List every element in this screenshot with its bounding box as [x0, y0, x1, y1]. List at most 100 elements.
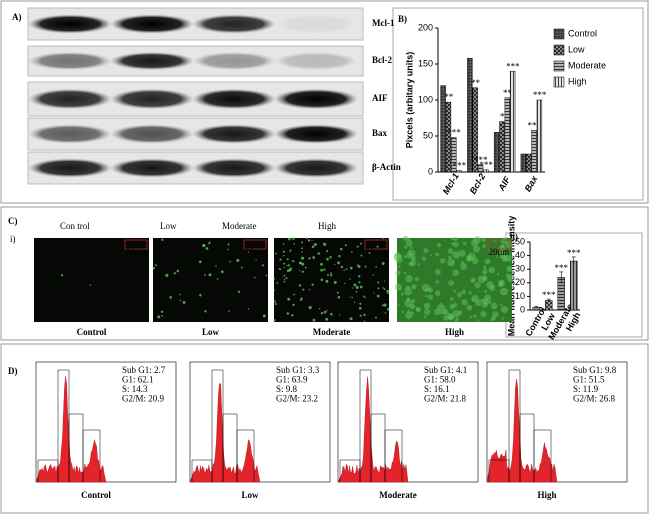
- cell-signal: [320, 268, 324, 272]
- cell-signal: [490, 302, 498, 310]
- cell-cycle-stat: Sub G1: 9.8: [573, 365, 617, 375]
- histogram-caption: Moderate: [379, 490, 416, 500]
- cell-signal: [228, 310, 230, 312]
- y-axis-label: Pixcels (arbitary units): [404, 52, 414, 149]
- cell-signal: [323, 242, 327, 246]
- significance: ***: [447, 128, 461, 138]
- cell-cycle-stat: S: 14.3: [122, 384, 148, 394]
- cell-signal: [343, 282, 346, 285]
- y-tick-label: 100: [418, 94, 433, 104]
- cell-signal: [305, 236, 308, 240]
- cell-signal: [311, 283, 314, 286]
- y-tick-label: 150: [418, 58, 433, 68]
- cell-signal: [291, 314, 294, 317]
- cell-signal: [363, 313, 366, 316]
- blot-band: [192, 14, 276, 34]
- cell-signal: [329, 256, 332, 259]
- scale-bar-label: 20μm: [245, 247, 266, 257]
- bar-hatch: [499, 121, 505, 172]
- bar-hatch: [532, 307, 540, 310]
- histogram: [35, 376, 107, 483]
- cell-signal: [394, 283, 402, 291]
- cell-signal: [300, 297, 303, 300]
- cell-signal: [179, 299, 181, 302]
- cell-signal: [272, 277, 276, 280]
- cell-signal: [499, 244, 506, 251]
- cell-signal: [484, 301, 488, 305]
- blot-band: [110, 158, 194, 178]
- cell-signal: [404, 299, 413, 308]
- cell-signal: [182, 300, 186, 304]
- cell-signal: [353, 283, 357, 287]
- cell-signal: [383, 303, 387, 307]
- bar-hatch: [520, 154, 526, 172]
- cell-signal: [165, 273, 169, 277]
- cell-signal: [428, 294, 434, 300]
- chart-frame: [392, 7, 644, 201]
- scale-box: [124, 239, 148, 250]
- bar-hatch: [531, 130, 537, 172]
- cell-signal: [326, 257, 329, 261]
- significance: ***: [474, 155, 488, 165]
- cell-signal: [497, 250, 506, 259]
- cell-signal: [436, 305, 442, 311]
- cell-signal: [343, 269, 345, 271]
- histogram-frame: [189, 361, 331, 483]
- cell-signal: [273, 289, 276, 291]
- cell-signal: [284, 278, 286, 281]
- cell-signal: [448, 255, 452, 259]
- cell-signal: [405, 275, 413, 283]
- cell-signal: [301, 241, 303, 244]
- blot-band: [110, 14, 194, 34]
- cell-signal: [326, 250, 329, 253]
- bar-hatch: [504, 97, 510, 172]
- cell-signal: [357, 264, 361, 268]
- image-caption: High: [445, 327, 464, 337]
- cell-signal: [326, 310, 328, 312]
- cell-signal: [330, 312, 333, 316]
- cell-signal: [325, 279, 329, 283]
- cell-signal: [265, 274, 268, 277]
- cell-signal: [283, 280, 286, 283]
- panel-label: C): [8, 216, 18, 226]
- cell-cycle-stat: Sub G1: 2.7: [122, 365, 166, 375]
- significance: ***: [555, 263, 569, 273]
- scale-box: [243, 239, 267, 250]
- significance: ***: [528, 120, 542, 130]
- cell-signal: [404, 245, 408, 249]
- image-caption: Control: [77, 327, 107, 337]
- cell-signal: [500, 237, 508, 245]
- cell-signal: [447, 258, 455, 267]
- cell-signal: [320, 311, 324, 315]
- cell-signal: [382, 237, 385, 240]
- image-caption: Moderate: [313, 327, 350, 337]
- x-tick-label: Mcl-1: [441, 171, 461, 196]
- cell-signal: [448, 315, 453, 320]
- histogram-caption: High: [537, 490, 556, 500]
- cell-signal: [411, 299, 416, 304]
- cell-signal: [449, 297, 454, 301]
- cell-signal: [480, 310, 487, 318]
- cell-cycle-stat: Sub G1: 3.3: [276, 365, 320, 375]
- cell-signal: [283, 254, 285, 257]
- cell-signal: [388, 238, 390, 240]
- cell-signal: [262, 314, 266, 318]
- significance: **: [444, 92, 454, 102]
- cell-signal: [205, 247, 209, 250]
- cell-signal: [383, 280, 385, 282]
- cell-signal: [289, 251, 291, 253]
- cell-signal: [203, 274, 206, 276]
- cell-signal: [337, 261, 340, 265]
- cell-signal: [477, 319, 480, 322]
- cell-signal: [448, 279, 455, 287]
- cell-signal: [471, 298, 475, 301]
- cell-cycle-stat: Sub G1: 4.1: [424, 365, 467, 375]
- cell-signal: [449, 304, 455, 310]
- cell-signal: [349, 266, 353, 270]
- cell-signal: [461, 261, 464, 264]
- significance: *: [500, 112, 505, 122]
- cell-signal: [282, 242, 285, 245]
- cell-signal: [403, 271, 407, 275]
- significance: ***: [567, 248, 581, 258]
- cell-signal: [443, 309, 449, 315]
